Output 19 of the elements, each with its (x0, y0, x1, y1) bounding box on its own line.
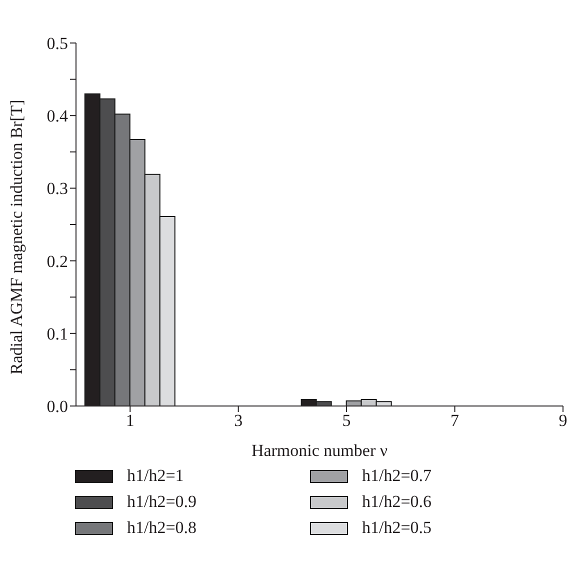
x-tick-label: 3 (234, 411, 243, 430)
x-tick-label: 1 (126, 411, 134, 430)
x-tick-label: 5 (342, 411, 351, 430)
legend-label: h1/h2=0.6 (362, 492, 432, 512)
legend-label: h1/h2=0.5 (362, 518, 432, 538)
y-tick-label: 0.1 (46, 324, 68, 344)
legend-label: h1/h2=0.8 (127, 518, 197, 538)
legend-label: h1/h2=1 (127, 466, 184, 486)
x-tick-label: 9 (558, 411, 568, 430)
legend-label: h1/h2=0.9 (127, 492, 197, 512)
y-tick-label: 0.2 (46, 252, 68, 271)
y-tick-label: 0.3 (46, 179, 68, 198)
x-tick-label: 7 (450, 411, 460, 430)
y-tick-label: 0.5 (46, 34, 68, 54)
x-axis-title: Harmonic number ν (251, 441, 388, 460)
y-tick-label: 0.4 (46, 106, 68, 126)
y-axis-title: Radial AGMF magnetic induction Br[T] (7, 100, 26, 374)
y-tick-label: 0.0 (46, 397, 68, 416)
legend-label: h1/h2=0.7 (362, 466, 432, 486)
